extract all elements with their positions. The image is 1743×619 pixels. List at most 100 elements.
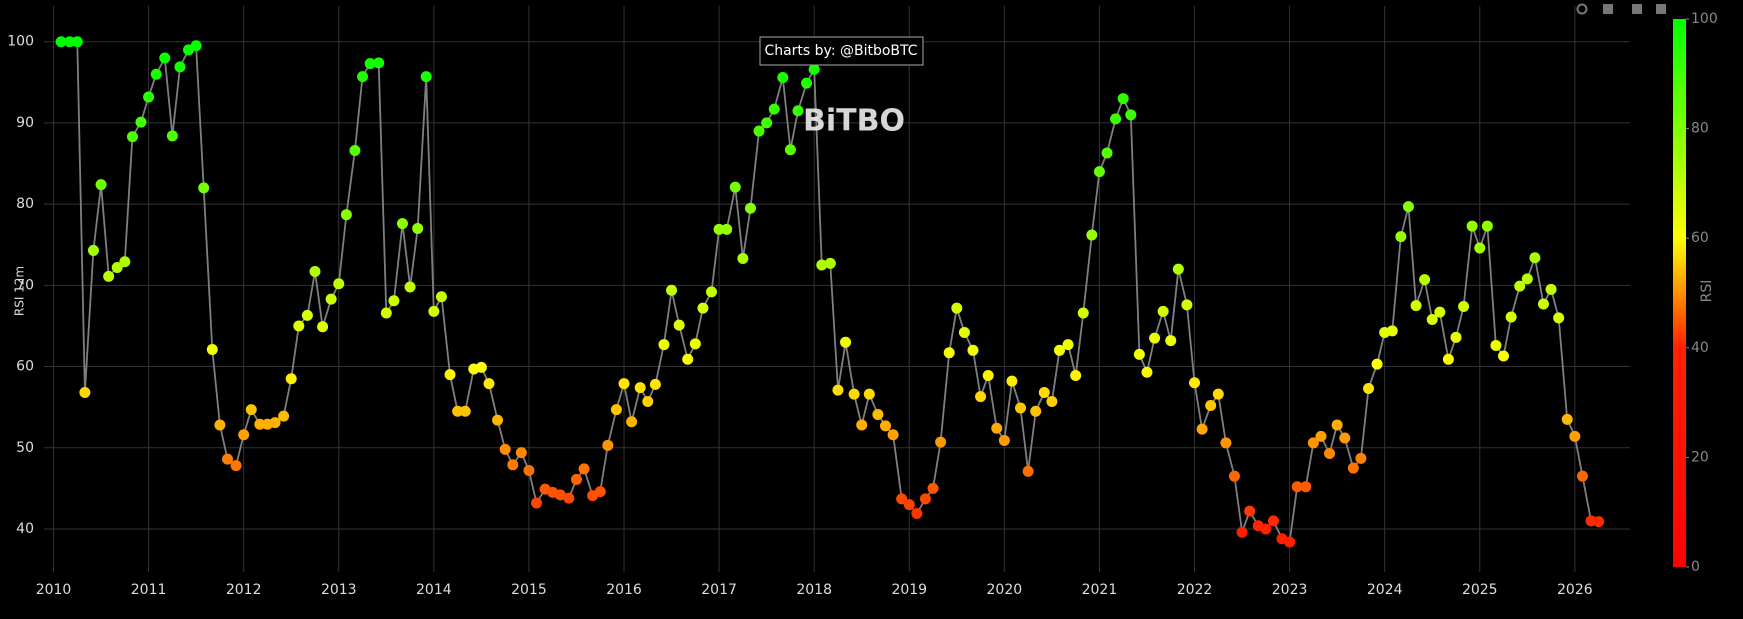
x-tick-label: 2026	[1557, 582, 1593, 598]
rsi-point	[340, 209, 352, 221]
rsi-point	[214, 419, 226, 431]
rsi-point	[975, 391, 987, 403]
rsi-point	[222, 453, 234, 465]
rsi-point	[1450, 331, 1462, 343]
colorbar-tick-label: 40	[1691, 340, 1709, 356]
rsi-point	[412, 223, 424, 235]
x-tick-label: 2017	[701, 582, 737, 598]
rsi-point	[602, 439, 614, 451]
rsi-point	[951, 302, 963, 314]
rsi-point	[325, 293, 337, 305]
rsi-point	[1481, 220, 1493, 232]
rsi-point	[1110, 113, 1122, 125]
rsi-point	[1474, 242, 1486, 254]
rsi-point	[357, 71, 369, 83]
y-tick-label: 90	[16, 115, 34, 131]
data-layer	[55, 36, 1605, 548]
toolbar[interactable]	[1576, 3, 1667, 15]
rsi-point	[103, 270, 115, 282]
rsi-point	[1569, 430, 1581, 442]
zoom-out-button[interactable]	[1656, 4, 1666, 14]
rsi-point	[1189, 377, 1201, 389]
rsi-point	[1149, 332, 1161, 344]
rsi-point	[396, 218, 408, 230]
rsi-point	[610, 404, 622, 416]
rsi-point	[658, 339, 670, 351]
y-tick-label: 50	[16, 440, 34, 456]
rsi-point	[126, 131, 138, 143]
rsi-point	[784, 144, 796, 156]
rsi-point	[245, 404, 257, 416]
rsi-point	[753, 125, 765, 137]
x-tick-label: 2020	[987, 582, 1023, 598]
rsi-point	[824, 257, 836, 269]
rsi-point	[903, 499, 915, 511]
x-tick-label: 2024	[1367, 582, 1403, 598]
rsi-point	[1284, 536, 1296, 548]
rsi-point	[278, 410, 290, 422]
rsi-point	[856, 419, 868, 431]
rsi-point	[119, 256, 131, 268]
rsi-point	[1062, 339, 1074, 351]
rsi-point	[1537, 298, 1549, 310]
rsi-point	[1426, 313, 1438, 325]
zoom-button[interactable]	[1576, 3, 1588, 15]
rsi-point	[998, 434, 1010, 446]
rsi-point	[238, 429, 250, 441]
rsi-point	[1267, 515, 1279, 527]
rsi-point	[483, 378, 495, 390]
rsi-point	[1458, 300, 1470, 312]
y-axis-title: RSI 12m	[13, 266, 27, 316]
rsi-point	[254, 418, 266, 430]
rsi-point	[808, 63, 820, 75]
rsi-point	[1395, 231, 1407, 243]
rsi-point	[1038, 387, 1050, 399]
rsi-point	[333, 278, 345, 290]
rsi-point	[1529, 252, 1541, 264]
rsi-point	[349, 145, 361, 157]
rsi-point	[380, 307, 392, 319]
rsi-point	[492, 414, 504, 426]
rsi-point	[1172, 263, 1184, 275]
x-tick-label: 2011	[131, 582, 167, 598]
rsi-point	[444, 369, 456, 381]
rsi-point	[190, 40, 202, 52]
rsi-point	[1553, 312, 1565, 324]
zoom-in-button[interactable]	[1632, 4, 1642, 14]
y-tick-label: 100	[7, 34, 34, 50]
y-tick-label: 70	[16, 277, 34, 293]
rsi-point	[459, 405, 471, 417]
rsi-point	[578, 463, 590, 475]
rsi-point	[198, 182, 210, 194]
annotation-box	[759, 36, 924, 66]
rsi-point	[943, 347, 955, 359]
rsi-point	[1077, 307, 1089, 319]
rsi-point	[1545, 283, 1557, 295]
x-tick-label: 2010	[36, 582, 72, 598]
rsi-point	[1514, 280, 1526, 292]
y-tick-label: 40	[16, 521, 34, 537]
rsi-point	[1593, 516, 1605, 528]
rsi-point	[991, 422, 1003, 434]
rsi-point	[1300, 481, 1312, 493]
rsi-point	[55, 36, 67, 48]
rsi-point	[1434, 306, 1446, 318]
rsi-point	[570, 473, 582, 485]
pan-button[interactable]	[1603, 4, 1613, 14]
rsi-point	[744, 202, 756, 214]
rsi-point	[935, 436, 947, 448]
rsi-point	[269, 417, 281, 429]
rsi-point	[840, 336, 852, 348]
rsi-point	[872, 408, 884, 420]
x-tick-label: 2023	[1272, 582, 1308, 598]
rsi-point	[1093, 166, 1105, 178]
rsi-point	[79, 387, 91, 399]
rsi-point	[848, 388, 860, 400]
rsi-point	[1315, 430, 1327, 442]
rsi-point	[1386, 325, 1398, 337]
rsi-point	[206, 343, 218, 355]
rsi-point	[1030, 405, 1042, 417]
rsi-point	[832, 384, 844, 396]
